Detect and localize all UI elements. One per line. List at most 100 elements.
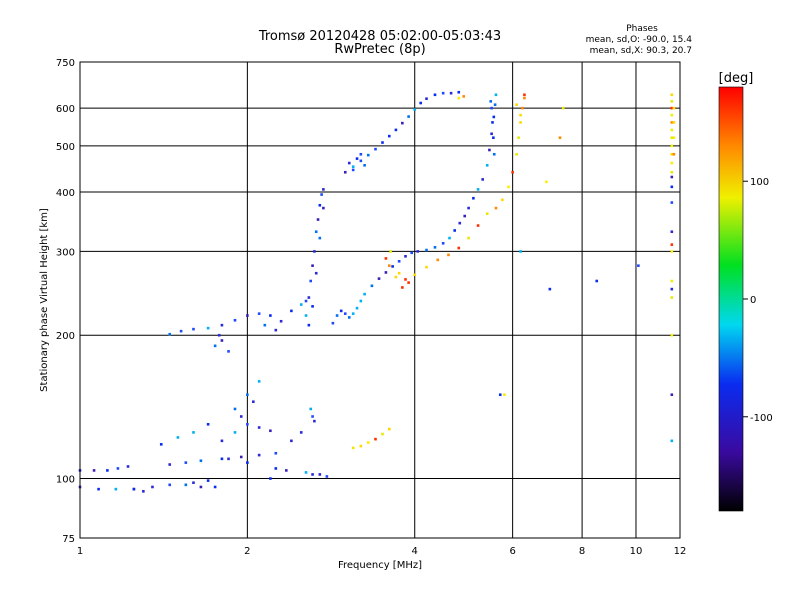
data-point-o (220, 339, 224, 342)
phases-x-line: mean, sd,X: 90.3, 20.7 (590, 46, 692, 56)
data-point-o (490, 106, 493, 110)
data-point-x (521, 106, 524, 110)
data-point-o (492, 115, 496, 119)
data-point-o (132, 487, 136, 491)
data-point-o (213, 485, 217, 489)
data-point-o (311, 264, 314, 267)
data-point-o (217, 333, 221, 337)
data-point-x (384, 257, 388, 260)
data-point-o (413, 108, 417, 111)
data-point-o (387, 134, 391, 138)
data-point-o (377, 277, 381, 280)
data-point-o (116, 467, 120, 470)
data-point-o (381, 141, 384, 144)
data-point-o (448, 236, 451, 240)
data-point-x (503, 393, 506, 397)
data-point-o (453, 229, 456, 232)
data-point-x (670, 106, 674, 110)
data-point-o (290, 309, 293, 313)
y-tick-label: 100 (56, 475, 75, 486)
data-point-o (199, 485, 203, 489)
data-point-x (401, 286, 404, 289)
data-point-x (485, 212, 489, 216)
data-point-x (670, 113, 674, 117)
data-point-o (199, 459, 203, 463)
data-point-o (670, 175, 674, 179)
data-points (78, 90, 676, 493)
data-point-o (176, 436, 180, 439)
data-point-o (313, 250, 316, 253)
data-point-o (410, 251, 413, 255)
data-point-o (384, 271, 388, 274)
data-point-o (374, 147, 377, 151)
data-point-o (397, 259, 401, 263)
data-point-o (493, 103, 497, 107)
x-tick-label: 1 (77, 546, 83, 557)
data-point-o (233, 407, 237, 411)
colorbar-label: [deg] (719, 71, 754, 86)
data-point-x (670, 250, 674, 253)
data-point-o (126, 465, 130, 468)
data-point-o (318, 203, 322, 207)
data-point-o (220, 439, 224, 443)
data-point-x (351, 446, 355, 450)
grid-lines (80, 62, 680, 538)
data-point-o (274, 328, 278, 332)
data-point-o (491, 121, 494, 124)
data-point-o (637, 264, 640, 267)
data-point-o (322, 206, 325, 210)
data-point-o (239, 455, 243, 459)
data-point-o (239, 415, 243, 418)
data-point-x (462, 95, 466, 98)
data-point-x (476, 224, 480, 227)
data-point-o (370, 284, 374, 288)
colorbar-gradient (718, 86, 744, 512)
data-point-o (257, 426, 261, 429)
data-point-o (670, 230, 674, 234)
data-point-o (322, 188, 325, 191)
data-point-o (363, 164, 366, 167)
data-point-o (485, 164, 489, 167)
data-point-o (351, 168, 355, 172)
phases-o-line: mean, sd,O: -90.0, 15.4 (586, 35, 693, 45)
data-point-x (670, 161, 674, 165)
data-point-o (394, 128, 398, 132)
data-point-o (279, 319, 283, 323)
data-point-o (299, 303, 303, 306)
data-point-x (670, 170, 674, 174)
y-tick-label: 400 (56, 188, 75, 199)
data-point-x (515, 152, 518, 156)
data-point-x (407, 281, 410, 284)
data-point-o (106, 469, 109, 472)
data-point-x (494, 206, 498, 210)
data-point-x (670, 333, 674, 337)
data-point-o (492, 152, 496, 156)
x-tick-label: 6 (509, 546, 515, 557)
data-point-o (457, 90, 461, 94)
colorbar-tick-label: 100 (750, 177, 769, 188)
data-point-o (269, 314, 272, 317)
data-point-o (425, 248, 428, 252)
y-tick-label: 750 (56, 58, 75, 69)
data-point-o (359, 299, 363, 303)
phases-heading: Phases (626, 24, 658, 34)
data-point-x (519, 113, 522, 117)
data-point-o (476, 188, 480, 191)
data-point-o (114, 487, 118, 491)
data-point-o (227, 457, 230, 461)
data-point-o (257, 453, 261, 457)
data-point-x (670, 152, 674, 156)
data-point-o (320, 193, 323, 196)
chart-title: Tromsø 20120428 05:02:00-05:03:43 (258, 29, 501, 44)
x-axis-label: Frequency [MHz] (338, 560, 422, 571)
data-point-o (458, 221, 462, 225)
data-point-x (670, 100, 674, 103)
data-point-o (97, 487, 100, 491)
data-point-x (670, 243, 674, 246)
data-point-o (467, 206, 470, 210)
data-point-o (206, 422, 210, 426)
data-point-o (311, 473, 314, 476)
data-point-o (168, 483, 172, 487)
data-point-x (561, 106, 565, 110)
data-point-o (290, 439, 293, 443)
